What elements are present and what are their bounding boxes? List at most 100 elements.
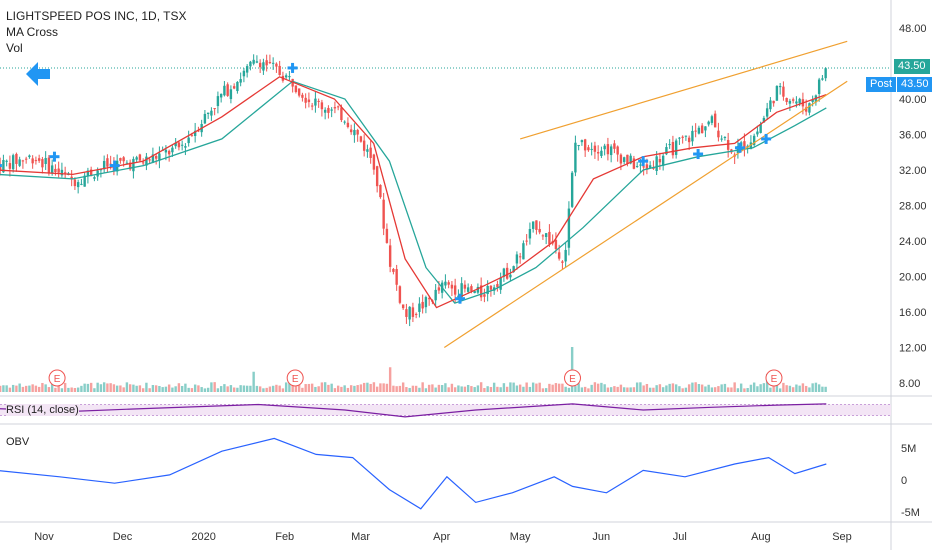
candle-body [343,121,346,123]
candle-body [93,177,96,179]
volume-bar [408,387,411,392]
volume-bar [564,386,567,392]
volume-bar [262,388,265,392]
ma-cross-label[interactable]: MA Cross [6,25,59,39]
volume-bar [622,387,626,392]
volume-bar [801,383,805,392]
ma-cross-marker [638,156,649,167]
time-tick-label: Apr [433,531,450,543]
last-price-tag: 43.50 [894,59,930,74]
candle-body [5,160,8,162]
volume-bar [489,386,493,392]
candle-body [304,97,307,103]
candle-body [548,231,551,245]
candle-body [720,138,723,140]
price-tick-label: 32.00 [899,165,927,177]
candle-body [2,159,5,173]
volume-bar [294,386,298,392]
candle-body [356,129,359,135]
candle-body [613,143,616,149]
volume-bar [115,385,119,392]
volume-bar [50,382,54,392]
candle-body [177,142,181,148]
candle-body [418,303,421,312]
volume-bar [645,383,649,392]
time-tick-label: Jun [592,531,610,543]
candle-body [590,148,593,150]
candle-body [401,304,405,309]
volume-bar [775,382,779,392]
candle-body [408,306,411,320]
candle-body [184,146,187,148]
volume-bar [733,382,736,392]
candle-body [463,284,467,289]
volume-bar [330,383,333,392]
volume-bar [138,385,142,392]
volume-bar [557,383,561,392]
volume-bar [590,384,593,392]
candle-body [509,274,512,278]
volume-bar [291,382,294,392]
rsi-pane-label[interactable]: RSI (14, close) [6,404,79,416]
volume-bar [372,382,376,392]
volume-bar [691,382,694,392]
price-tick-label: 36.00 [899,130,927,142]
candle-body [414,313,418,315]
candle-body [681,136,684,138]
volume-bar [681,388,684,392]
volume-bar [583,386,587,392]
volume-bar [580,387,584,392]
volume-bar [587,388,590,392]
volume-bar [619,384,623,392]
candle-body [76,182,80,188]
volume-bar [665,385,668,392]
candle-body [756,131,759,135]
candle-body [278,65,281,76]
volume-bar [158,385,161,392]
volume-bar [362,382,366,392]
candle-body [470,286,473,292]
candle-body [483,294,486,297]
ma-cross-marker [0,164,2,168]
candle-body [691,130,694,142]
volume-bar [67,387,70,392]
time-tick-label: 2020 [191,531,215,543]
candle-body [265,60,268,66]
candle-body [336,106,340,108]
candle-body [346,122,350,128]
volume-bar [197,385,200,392]
volume-bar [431,384,434,392]
volume-bar [327,384,330,392]
obv-pane-label[interactable]: OBV [6,436,30,448]
ma-fast-line [0,76,827,309]
volume-bar [762,383,766,392]
volume-bar [236,387,239,392]
candle-body [661,155,665,166]
candle-body [15,153,18,164]
candle-body [268,62,272,64]
volume-bar [824,386,827,392]
volume-bar [717,386,720,392]
candle-body [24,158,28,160]
symbol-title[interactable]: LIGHTSPEED POS INC, 1D, TSX [6,9,187,23]
volume-bar [93,388,96,392]
candle-body [275,63,278,67]
candle-body [817,79,821,94]
volume-bar [700,384,704,392]
volume-bar [694,382,697,392]
volume-bar [119,385,122,392]
volume-bar [24,385,28,392]
candle-body [369,147,372,158]
candle-body [554,239,558,249]
volume-bar [301,387,304,392]
candle-body [717,130,720,138]
volume-bar [632,387,636,392]
price-tick-label: 8.00 [899,378,920,390]
volume-bar [414,385,418,392]
volume-label[interactable]: Vol [6,41,23,55]
candle-body [570,172,574,207]
ma-cross-marker [287,62,298,73]
price-tick-label: 20.00 [899,272,927,284]
candle-body [271,62,275,64]
